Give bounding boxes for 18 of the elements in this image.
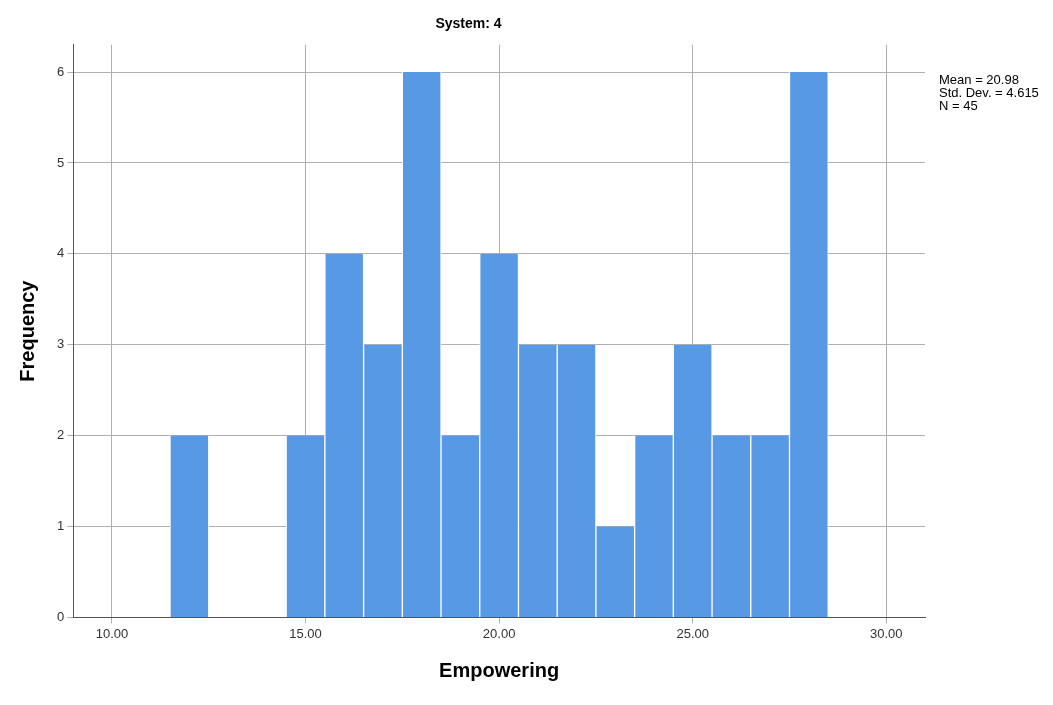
y-tick-label: 5 (57, 154, 65, 170)
x-tick-label: 10.00 (95, 625, 129, 641)
y-tick-label: 6 (57, 63, 65, 79)
text: N = 45 (939, 98, 978, 114)
y-tick-label: 1 (57, 518, 65, 534)
y-tick-label: 4 (57, 245, 65, 261)
text: Std. Dev. = 4.615 (939, 85, 1039, 101)
text: Mean = 20.98 (939, 72, 1019, 88)
y-tick-label: 0 (57, 608, 65, 624)
x-tick-label: 25.00 (676, 625, 709, 641)
chart-title: System: 4 (435, 15, 502, 32)
x-axis-title: Empowering (439, 658, 560, 681)
x-tick-label: 30.00 (870, 625, 903, 641)
x-tick-label: 15.00 (289, 625, 322, 641)
y-axis-title: Frequency (15, 279, 38, 382)
y-tick-label: 2 (57, 427, 65, 443)
y-tick-label: 3 (57, 336, 65, 352)
x-tick-label: 20.00 (482, 625, 516, 641)
